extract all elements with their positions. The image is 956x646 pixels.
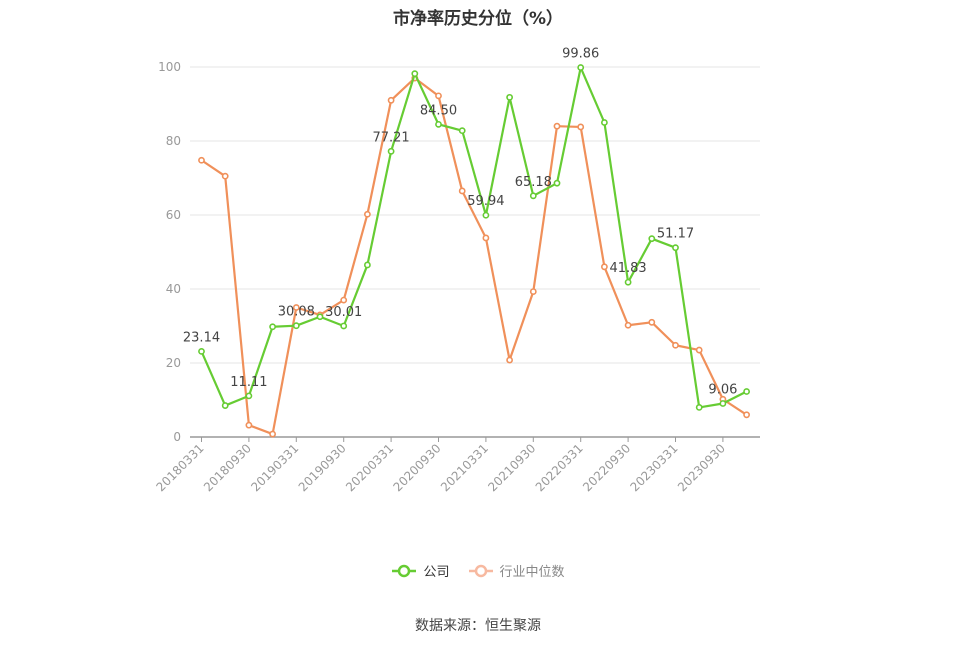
x-tick-label: 20180331 [154,441,207,494]
data-label: 77.21 [372,130,409,145]
x-tick-label: 20200930 [391,441,444,494]
industry-point [435,92,442,100]
data-label: 99.86 [562,47,599,62]
industry-point [245,421,253,429]
y-tick-label: 80 [166,134,181,148]
x-tick-label: 20230331 [628,441,681,494]
x-tick-label: 20180930 [201,441,254,494]
industry-point [269,430,276,438]
data-label: 23.14 [183,330,220,345]
industry-point [577,123,585,131]
data-label: 41.83 [609,261,646,276]
company-point [695,403,703,411]
industry-point [482,234,490,242]
y-tick-label: 40 [166,282,181,296]
company-point [577,64,585,71]
x-tick-label: 20230930 [675,441,728,494]
company-point [506,93,513,101]
industry-point [601,263,608,271]
company-point [198,347,205,355]
industry-point [340,296,348,304]
company-point [269,323,276,331]
data-label: 30.01 [325,305,362,320]
company-point [624,278,632,286]
y-tick-label: 100 [158,60,181,74]
legend: 公司 行业中位数 [0,561,956,580]
company-point [553,179,561,187]
legend-label-industry: 行业中位数 [499,565,565,580]
x-tick-label: 20210331 [438,441,491,494]
industry-point [624,321,632,329]
company-point [529,192,537,200]
company-point [411,70,419,78]
industry-point [695,346,703,354]
industry-point [363,210,371,218]
company-point [458,127,466,135]
company-point [601,119,608,126]
company-point [292,322,300,330]
company-point [387,147,395,155]
x-tick-label: 20220331 [533,441,586,494]
legend-label-company: 公司 [423,565,450,580]
y-tick-label: 0 [173,430,181,444]
company-point [363,261,371,269]
industry-point [553,122,561,130]
chart-title: 市净率历史分位（%） [392,9,564,29]
legend-company-marker-icon [392,564,417,577]
company-point [245,392,253,400]
data-label: 11.11 [230,375,267,390]
company-point [340,322,348,330]
company-point [648,235,656,243]
company-series-line [200,66,748,409]
industry-point [743,411,750,419]
series-lines [198,64,750,438]
legend-item-company[interactable]: 公司 [391,561,450,580]
company-point [672,244,679,252]
industry-series-line [200,76,748,436]
company-point [482,211,490,219]
data-label: 65.18 [515,175,552,190]
company-point [316,313,324,321]
data-label: 51.17 [657,227,694,242]
y-tick-label: 60 [166,208,181,222]
industry-point [672,341,679,349]
x-tick-label: 20190331 [248,441,301,494]
data-label: 59.94 [467,194,504,209]
data-source: 数据来源：恒生聚源 [415,618,541,634]
company-point [435,120,442,128]
x-tick-label: 20220930 [580,441,633,494]
industry-point [198,156,205,164]
data-labels: 23.14 11.11 30.08 30.01 77.21 84.50 59.94 65.18… [183,47,737,398]
legend-industry-marker-icon [468,564,493,577]
industry-point [458,187,466,195]
axes: 0 20 40 60 80 100 2018033120180930201903312019… [154,60,760,494]
company-point [221,402,229,409]
y-tick-label: 20 [166,356,181,370]
data-label: 84.50 [420,103,457,118]
company-point [743,388,750,395]
industry-point [506,356,513,364]
industry-point [648,318,656,326]
data-label: 9.06 [708,382,737,397]
legend-item-industry[interactable]: 行业中位数 [468,561,565,580]
x-tick-label: 20200331 [343,441,396,494]
industry-point [292,304,300,311]
x-tick-label: 20190930 [296,441,349,494]
x-tick-label: 20210930 [485,441,538,494]
data-label: 30.08 [278,305,315,320]
company-point [719,400,727,407]
industry-point [221,172,229,180]
industry-point [387,96,395,104]
industry-point [529,288,537,295]
